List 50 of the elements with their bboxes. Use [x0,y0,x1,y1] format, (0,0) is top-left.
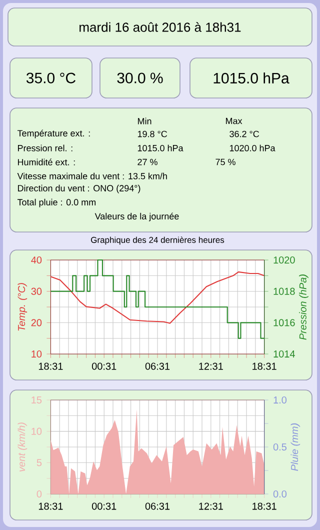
text: 36.2 °C [230,130,260,138]
y2-tick-label: 1014 [274,350,295,358]
y2-tick-label: 1020 [274,256,295,264]
line-series [50,271,265,324]
text: Valeurs de la journée [94,212,179,222]
y2-axis-title: Pression (hPa) [299,274,308,340]
chart-title: Graphique des 24 dernières heures [91,236,224,245]
x-tick-label: 18:31 [38,502,63,510]
text: Min [138,118,152,124]
y-tick-label: 5 [36,459,42,466]
text: Direction du vent : ONO (294°) [18,184,140,194]
x-tick-label: 12:31 [199,362,223,370]
x-tick-label: 18:31 [38,362,63,370]
y2-tick-label: 1018 [274,288,295,295]
x-tick-label: 18:31 [252,362,276,370]
x-tick-label: 00:31 [92,362,116,370]
x-tick-label: 12:31 [199,502,223,510]
text: 27 % [138,158,158,166]
y-tick-label: 15 [32,396,42,404]
y-tick-label: 40 [31,256,42,264]
text: Humidité ext. : [18,158,75,166]
text: mardi 16 août 2016 à 18h31 [80,22,241,32]
y2-tick-label: 1.0 [274,396,287,404]
y-tick-label: 20 [31,319,42,326]
text: 1015.0 hPa [138,144,184,152]
text: 1020.0 hPa [230,144,276,152]
text: 19.8 °C [138,130,168,138]
y2-tick-label: 1016 [274,319,295,326]
y-axis-title: Temp. (°C) [18,283,28,331]
x-tick-label: 06:31 [145,362,170,370]
y-tick-label: 30 [31,288,42,295]
text: Vitesse maximale du vent : 13.5 km/h [17,172,167,180]
y2-tick-label: 0.5 [273,443,286,451]
text: 35.0 °C [26,72,76,84]
x-tick-label: 18:31 [252,502,276,510]
text: Température ext. : [17,130,90,138]
x-tick-label: 00:31 [92,502,116,510]
y2-tick-label: 0.0 [273,490,287,498]
y-tick-label: 0 [36,490,42,498]
text: Total pluie : 0.0 mm [17,198,96,208]
text: 30.0 % [117,72,163,84]
y2-axis-title: Pluie (mm) [290,423,300,471]
y-axis-title: vent (km/h) [18,422,28,472]
text: Pression rel. : [18,144,72,152]
x-tick-label: 06:31 [145,502,170,510]
text: Max [226,118,242,124]
text: 1015.0 hPa [214,72,290,84]
y-tick-label: 10 [32,428,42,435]
text: 75 % [216,158,236,166]
y-tick-label: 10 [32,350,42,358]
